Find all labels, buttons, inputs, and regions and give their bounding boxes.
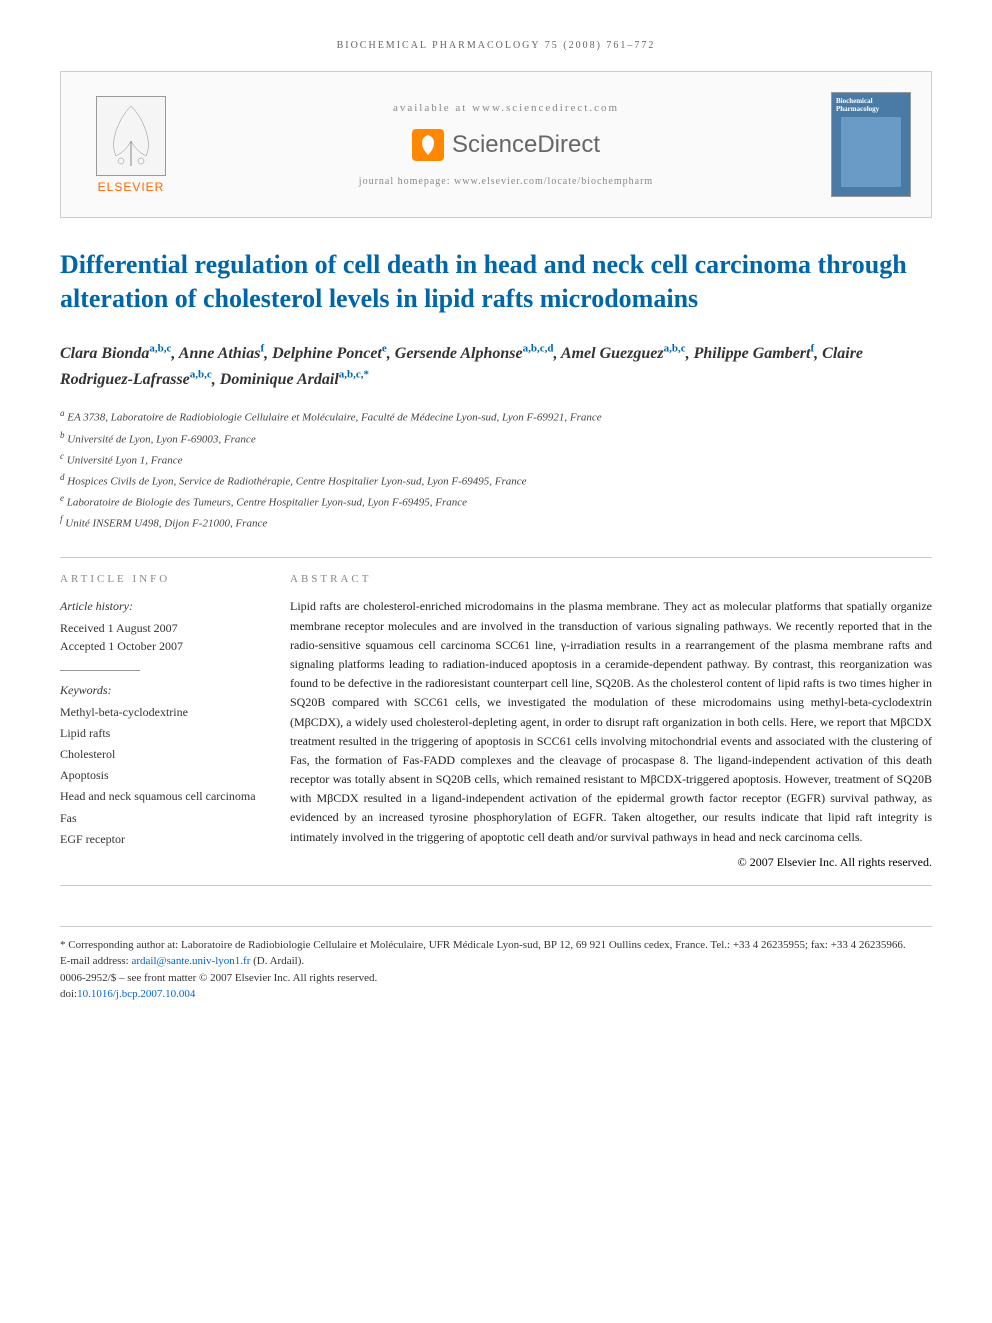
email-address[interactable]: ardail@sante.univ-lyon1.fr: [131, 955, 250, 967]
abstract-copyright: © 2007 Elsevier Inc. All rights reserved…: [290, 855, 932, 870]
authors-list: Clara Biondaa,b,c, Anne Athiasf, Delphin…: [60, 341, 932, 393]
keyword: Head and neck squamous cell carcinoma: [60, 787, 260, 806]
affiliations-list: a EA 3738, Laboratoire de Radiobiologie …: [60, 407, 932, 532]
author: Philippe Gambertf: [694, 345, 815, 362]
header-center: available at www.sciencedirect.com Scien…: [181, 102, 831, 187]
affiliation: e Laboratoire de Biologie des Tumeurs, C…: [60, 492, 932, 511]
sciencedirect-logo: ScienceDirect: [181, 129, 831, 161]
sciencedirect-icon: [412, 129, 444, 161]
author: Gersende Alphonsea,b,c,d: [395, 345, 554, 362]
abstract-column: ABSTRACT Lipid rafts are cholesterol-enr…: [290, 573, 932, 869]
author: Clara Biondaa,b,c: [60, 345, 171, 362]
divider-top: [60, 557, 932, 558]
abstract-text: Lipid rafts are cholesterol-enriched mic…: [290, 597, 932, 846]
keyword: Methyl-beta-cyclodextrine: [60, 703, 260, 722]
keyword: Cholesterol: [60, 745, 260, 764]
two-column-layout: ARTICLE INFO Article history: Received 1…: [60, 573, 932, 869]
journal-homepage-text: journal homepage: www.elsevier.com/locat…: [181, 176, 831, 187]
email-label: E-mail address:: [60, 955, 129, 967]
author: Anne Athiasf: [179, 345, 264, 362]
keyword: Apoptosis: [60, 766, 260, 785]
footnotes: * Corresponding author at: Laboratoire d…: [60, 926, 932, 1003]
article-title: Differential regulation of cell death in…: [60, 248, 932, 316]
author: Delphine Poncete: [272, 345, 387, 362]
email-person: (D. Ardail).: [253, 955, 304, 967]
elsevier-logo: ELSEVIER: [81, 96, 181, 194]
corresponding-author-note: * Corresponding author at: Laboratoire d…: [60, 937, 932, 954]
article-history-label: Article history:: [60, 597, 260, 615]
article-info-column: ARTICLE INFO Article history: Received 1…: [60, 573, 260, 869]
keywords-block: Keywords: Methyl-beta-cyclodextrine Lipid…: [60, 681, 260, 849]
available-at-text: available at www.sciencedirect.com: [181, 102, 831, 114]
doi-line: doi:10.1016/j.bcp.2007.10.004: [60, 986, 932, 1003]
elsevier-tree-icon: [96, 96, 166, 176]
keyword: Fas: [60, 809, 260, 828]
journal-cover-image: [841, 117, 901, 187]
affiliation: f Unité INSERM U498, Dijon F-21000, Fran…: [60, 513, 932, 532]
author: Amel Guezgueza,b,c: [561, 345, 686, 362]
divider-bottom: [60, 885, 932, 886]
keyword: Lipid rafts: [60, 724, 260, 743]
info-divider: [60, 670, 140, 671]
accepted-date: Accepted 1 October 2007: [60, 637, 260, 655]
affiliation: b Université de Lyon, Lyon F-69003, Fran…: [60, 429, 932, 448]
keywords-label: Keywords:: [60, 681, 260, 700]
keyword: EGF receptor: [60, 830, 260, 849]
affiliation: a EA 3738, Laboratoire de Radiobiologie …: [60, 407, 932, 426]
article-info-heading: ARTICLE INFO: [60, 573, 260, 585]
abstract-heading: ABSTRACT: [290, 573, 932, 585]
header-citation: BIOCHEMICAL PHARMACOLOGY 75 (2008) 761–7…: [60, 40, 932, 51]
affiliation: c Université Lyon 1, France: [60, 450, 932, 469]
doi-link[interactable]: 10.1016/j.bcp.2007.10.004: [77, 988, 195, 1000]
received-date: Received 1 August 2007: [60, 619, 260, 637]
email-line: E-mail address: ardail@sante.univ-lyon1.…: [60, 953, 932, 970]
affiliation: d Hospices Civils de Lyon, Service de Ra…: [60, 471, 932, 490]
issn-line: 0006-2952/$ – see front matter © 2007 El…: [60, 970, 932, 987]
doi-label: doi:: [60, 988, 77, 1000]
journal-cover-title: Biochemical Pharmacology: [836, 97, 906, 113]
author: Dominique Ardaila,b,c,*: [220, 371, 369, 388]
header-box: ELSEVIER available at www.sciencedirect.…: [60, 71, 932, 218]
journal-cover-thumbnail: Biochemical Pharmacology: [831, 92, 911, 197]
elsevier-text: ELSEVIER: [98, 180, 165, 194]
sciencedirect-text: ScienceDirect: [452, 131, 600, 159]
